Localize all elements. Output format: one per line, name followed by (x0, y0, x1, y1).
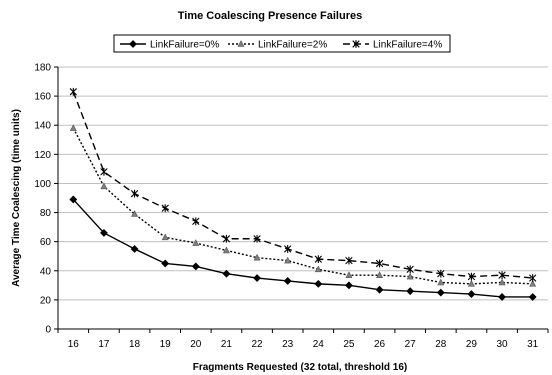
legend: LinkFailure=0% LinkFailure=2% LinkFailure=… (113, 34, 451, 53)
data-point (253, 234, 261, 243)
x-tick-label: 24 (313, 339, 325, 350)
chart-title: Time Coalescing Presence Failures (178, 10, 362, 22)
data-point (467, 280, 475, 287)
plot-area (58, 67, 548, 329)
y-tick-label: 20 (40, 295, 52, 306)
data-point (131, 210, 139, 217)
legend-marker (129, 40, 137, 48)
y-tick-label: 160 (34, 92, 51, 103)
data-point (467, 272, 476, 281)
data-point (100, 167, 108, 176)
y-tick-label: 80 (40, 208, 52, 219)
data-point (69, 87, 78, 96)
x-tick-label: 20 (190, 339, 202, 350)
x-tick-label: 28 (435, 339, 447, 350)
data-point (529, 280, 537, 287)
y-tick-label: 60 (40, 237, 52, 248)
series-2 (69, 124, 537, 287)
legend-marker (352, 40, 360, 48)
y-axis-label: Average Time Coalescing (time units) (11, 109, 22, 287)
data-point (528, 293, 537, 301)
series-3 (69, 87, 537, 282)
series-1 (69, 195, 537, 301)
data-point (130, 245, 139, 253)
legend-box (113, 34, 451, 53)
data-point (69, 124, 77, 131)
x-tick-label: 29 (466, 339, 478, 350)
data-point (314, 255, 323, 264)
x-tick-label: 17 (98, 339, 110, 350)
data-point (222, 246, 230, 254)
x-tick-label: 30 (497, 339, 509, 350)
legend-label: LinkFailure=2% (258, 40, 327, 51)
y-tick-label: 120 (34, 150, 51, 161)
legend-label: LinkFailure=0% (150, 40, 219, 51)
series-line (72, 198, 533, 298)
y-tick-label: 40 (40, 266, 52, 277)
legend-marker (237, 40, 245, 47)
data-point (314, 265, 322, 273)
x-tick-label: 22 (252, 339, 264, 350)
x-tick-label: 23 (282, 339, 294, 350)
data-point (100, 182, 108, 190)
data-point (130, 189, 139, 198)
y-tick-label: 100 (34, 179, 51, 190)
data-point (161, 259, 170, 268)
legend-item: LinkFailure=0% (120, 40, 219, 51)
data-point (253, 253, 261, 261)
x-tick-label: 31 (527, 339, 539, 350)
data-point (375, 285, 384, 294)
x-axis-label: Fragments Requested (32 total, threshold… (193, 362, 408, 373)
data-point (498, 278, 506, 286)
x-tick-label: 18 (129, 339, 141, 350)
data-point (314, 279, 323, 288)
data-point (345, 281, 353, 290)
data-point (467, 290, 476, 298)
legend-label: LinkFailure=4% (373, 40, 442, 51)
data-point (283, 245, 292, 253)
legend-item: LinkFailure=4% (343, 40, 442, 51)
data-point (161, 233, 169, 241)
y-tick-label: 180 (34, 63, 51, 74)
data-point (375, 259, 384, 268)
data-point (406, 287, 415, 296)
data-point (69, 195, 78, 204)
data-point (100, 229, 108, 237)
data-point (437, 278, 445, 286)
data-point (253, 274, 261, 282)
data-point (192, 217, 200, 226)
data-point (222, 269, 231, 278)
data-point (345, 271, 353, 278)
data-point (406, 265, 414, 274)
data-point (436, 288, 445, 297)
data-point (161, 204, 169, 213)
data-point (498, 271, 506, 280)
data-point (192, 239, 200, 246)
data-point (406, 272, 414, 280)
data-point (528, 274, 537, 282)
x-tick-label: 25 (343, 339, 355, 350)
data-point (437, 269, 445, 278)
data-point (376, 271, 384, 278)
x-tick-label: 16 (68, 339, 80, 350)
data-point (222, 234, 231, 243)
y-tick-label: 0 (45, 325, 51, 336)
data-point (498, 293, 506, 301)
data-point (284, 256, 292, 264)
x-tick-label: 27 (405, 339, 417, 350)
data-point (191, 262, 200, 271)
x-tick-label: 21 (221, 339, 233, 350)
data-point (345, 256, 353, 265)
x-tick-label: 26 (374, 339, 386, 350)
y-tick-label: 140 (34, 121, 51, 132)
x-tick-label: 19 (160, 339, 172, 350)
legend-item: LinkFailure=2% (228, 40, 327, 51)
data-point (283, 277, 292, 285)
series-line (72, 127, 533, 285)
